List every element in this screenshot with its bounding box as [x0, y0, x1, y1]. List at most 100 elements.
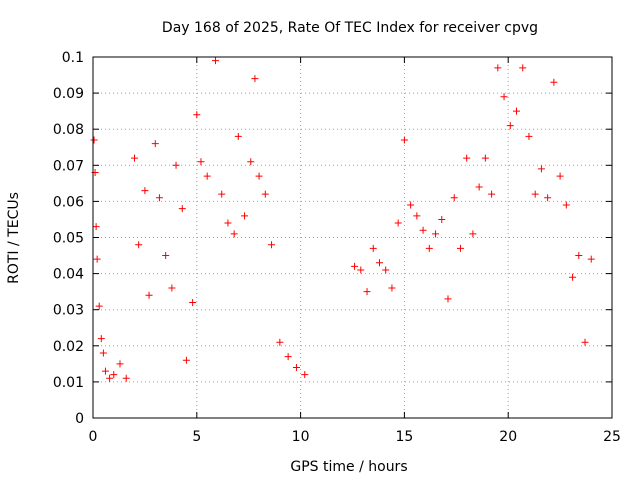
grid-lines	[93, 57, 612, 418]
data-point	[203, 172, 211, 180]
data-point	[500, 93, 508, 101]
tick-labels: 0 0.01 0.02 0.03 0.04 0.05 0.06 0.07 0.08 0.09 0.1…	[53, 50, 621, 445]
data-point	[463, 154, 471, 162]
data-point	[93, 255, 101, 263]
y-tick-label: 0.1	[62, 50, 84, 66]
y-tick-label: 0.08	[53, 122, 84, 138]
data-point	[92, 223, 100, 231]
data-point	[106, 374, 114, 382]
data-point	[556, 172, 564, 180]
y-tick-label: 0.03	[53, 303, 84, 319]
data-point	[172, 161, 180, 169]
data-point	[456, 244, 464, 252]
plot-border	[92, 56, 613, 419]
data-point	[292, 363, 300, 371]
data-point	[475, 183, 483, 191]
y-tick-label: 0.01	[53, 375, 84, 391]
plot-frame	[92, 56, 613, 419]
y-tick-label: 0.04	[53, 267, 84, 283]
data-point	[145, 291, 153, 299]
y-tick-label: 0.09	[53, 86, 84, 102]
y-tick-label: 0.05	[53, 231, 84, 247]
data-point	[425, 244, 433, 252]
x-tick-label: 15	[395, 429, 413, 445]
y-tick-label: 0	[75, 411, 84, 427]
data-point	[261, 190, 269, 198]
data-point	[230, 230, 238, 238]
data-point	[400, 136, 408, 144]
data-point	[562, 201, 570, 209]
data-point	[116, 360, 124, 368]
data-point	[141, 187, 149, 195]
data-point	[525, 132, 533, 140]
data-point	[357, 266, 365, 274]
data-point	[413, 212, 421, 220]
data-point	[369, 244, 377, 252]
data-point	[494, 64, 502, 72]
data-point	[419, 226, 427, 234]
data-point	[537, 165, 545, 173]
data-point	[135, 241, 143, 249]
data-point	[268, 241, 276, 249]
data-point	[95, 302, 103, 310]
data-point	[155, 194, 163, 202]
data-point	[481, 154, 489, 162]
data-point	[544, 194, 552, 202]
data-point	[241, 212, 249, 220]
data-points	[90, 57, 595, 382]
data-point	[388, 284, 396, 292]
x-tick-label: 5	[192, 429, 201, 445]
data-point	[519, 64, 527, 72]
data-point	[97, 335, 105, 343]
data-point	[581, 338, 589, 346]
data-point	[276, 338, 284, 346]
chart-title: Day 168 of 2025, Rate Of TEC Index for r…	[162, 20, 538, 36]
data-point	[224, 219, 232, 227]
x-tick-label: 0	[89, 429, 98, 445]
data-point	[351, 262, 359, 270]
data-point	[450, 194, 458, 202]
data-point	[438, 215, 446, 223]
data-point	[90, 136, 98, 144]
data-point	[168, 284, 176, 292]
data-point	[513, 107, 521, 115]
data-point	[432, 230, 440, 238]
data-point	[255, 172, 263, 180]
data-point	[469, 230, 477, 238]
data-point	[506, 122, 514, 130]
data-point	[178, 205, 186, 213]
data-point	[251, 75, 259, 83]
data-point	[182, 356, 190, 364]
data-point	[382, 266, 390, 274]
data-point	[162, 252, 170, 260]
y-tick-label: 0.07	[53, 158, 84, 174]
data-point	[587, 255, 595, 263]
data-point	[301, 371, 309, 379]
data-point	[363, 288, 371, 296]
x-tick-label: 25	[603, 429, 621, 445]
data-point	[375, 259, 383, 267]
x-tick-label: 20	[499, 429, 517, 445]
data-point	[575, 252, 583, 260]
data-point	[550, 78, 558, 86]
data-point	[99, 349, 107, 357]
y-tick-label: 0.06	[53, 194, 84, 210]
data-point	[101, 367, 109, 375]
data-point	[131, 154, 139, 162]
x-tick-label: 10	[292, 429, 310, 445]
data-point	[189, 298, 197, 306]
y-tick-label: 0.02	[53, 339, 84, 355]
data-point	[151, 140, 159, 148]
data-point	[407, 201, 415, 209]
data-point	[531, 190, 539, 198]
data-point	[193, 111, 201, 119]
data-point	[284, 353, 292, 361]
data-point	[247, 158, 255, 166]
data-point	[569, 273, 577, 281]
data-point	[122, 374, 130, 382]
data-point	[488, 190, 496, 198]
data-point	[218, 190, 226, 198]
x-axis-label: GPS time / hours	[290, 459, 407, 475]
data-point	[211, 57, 219, 65]
